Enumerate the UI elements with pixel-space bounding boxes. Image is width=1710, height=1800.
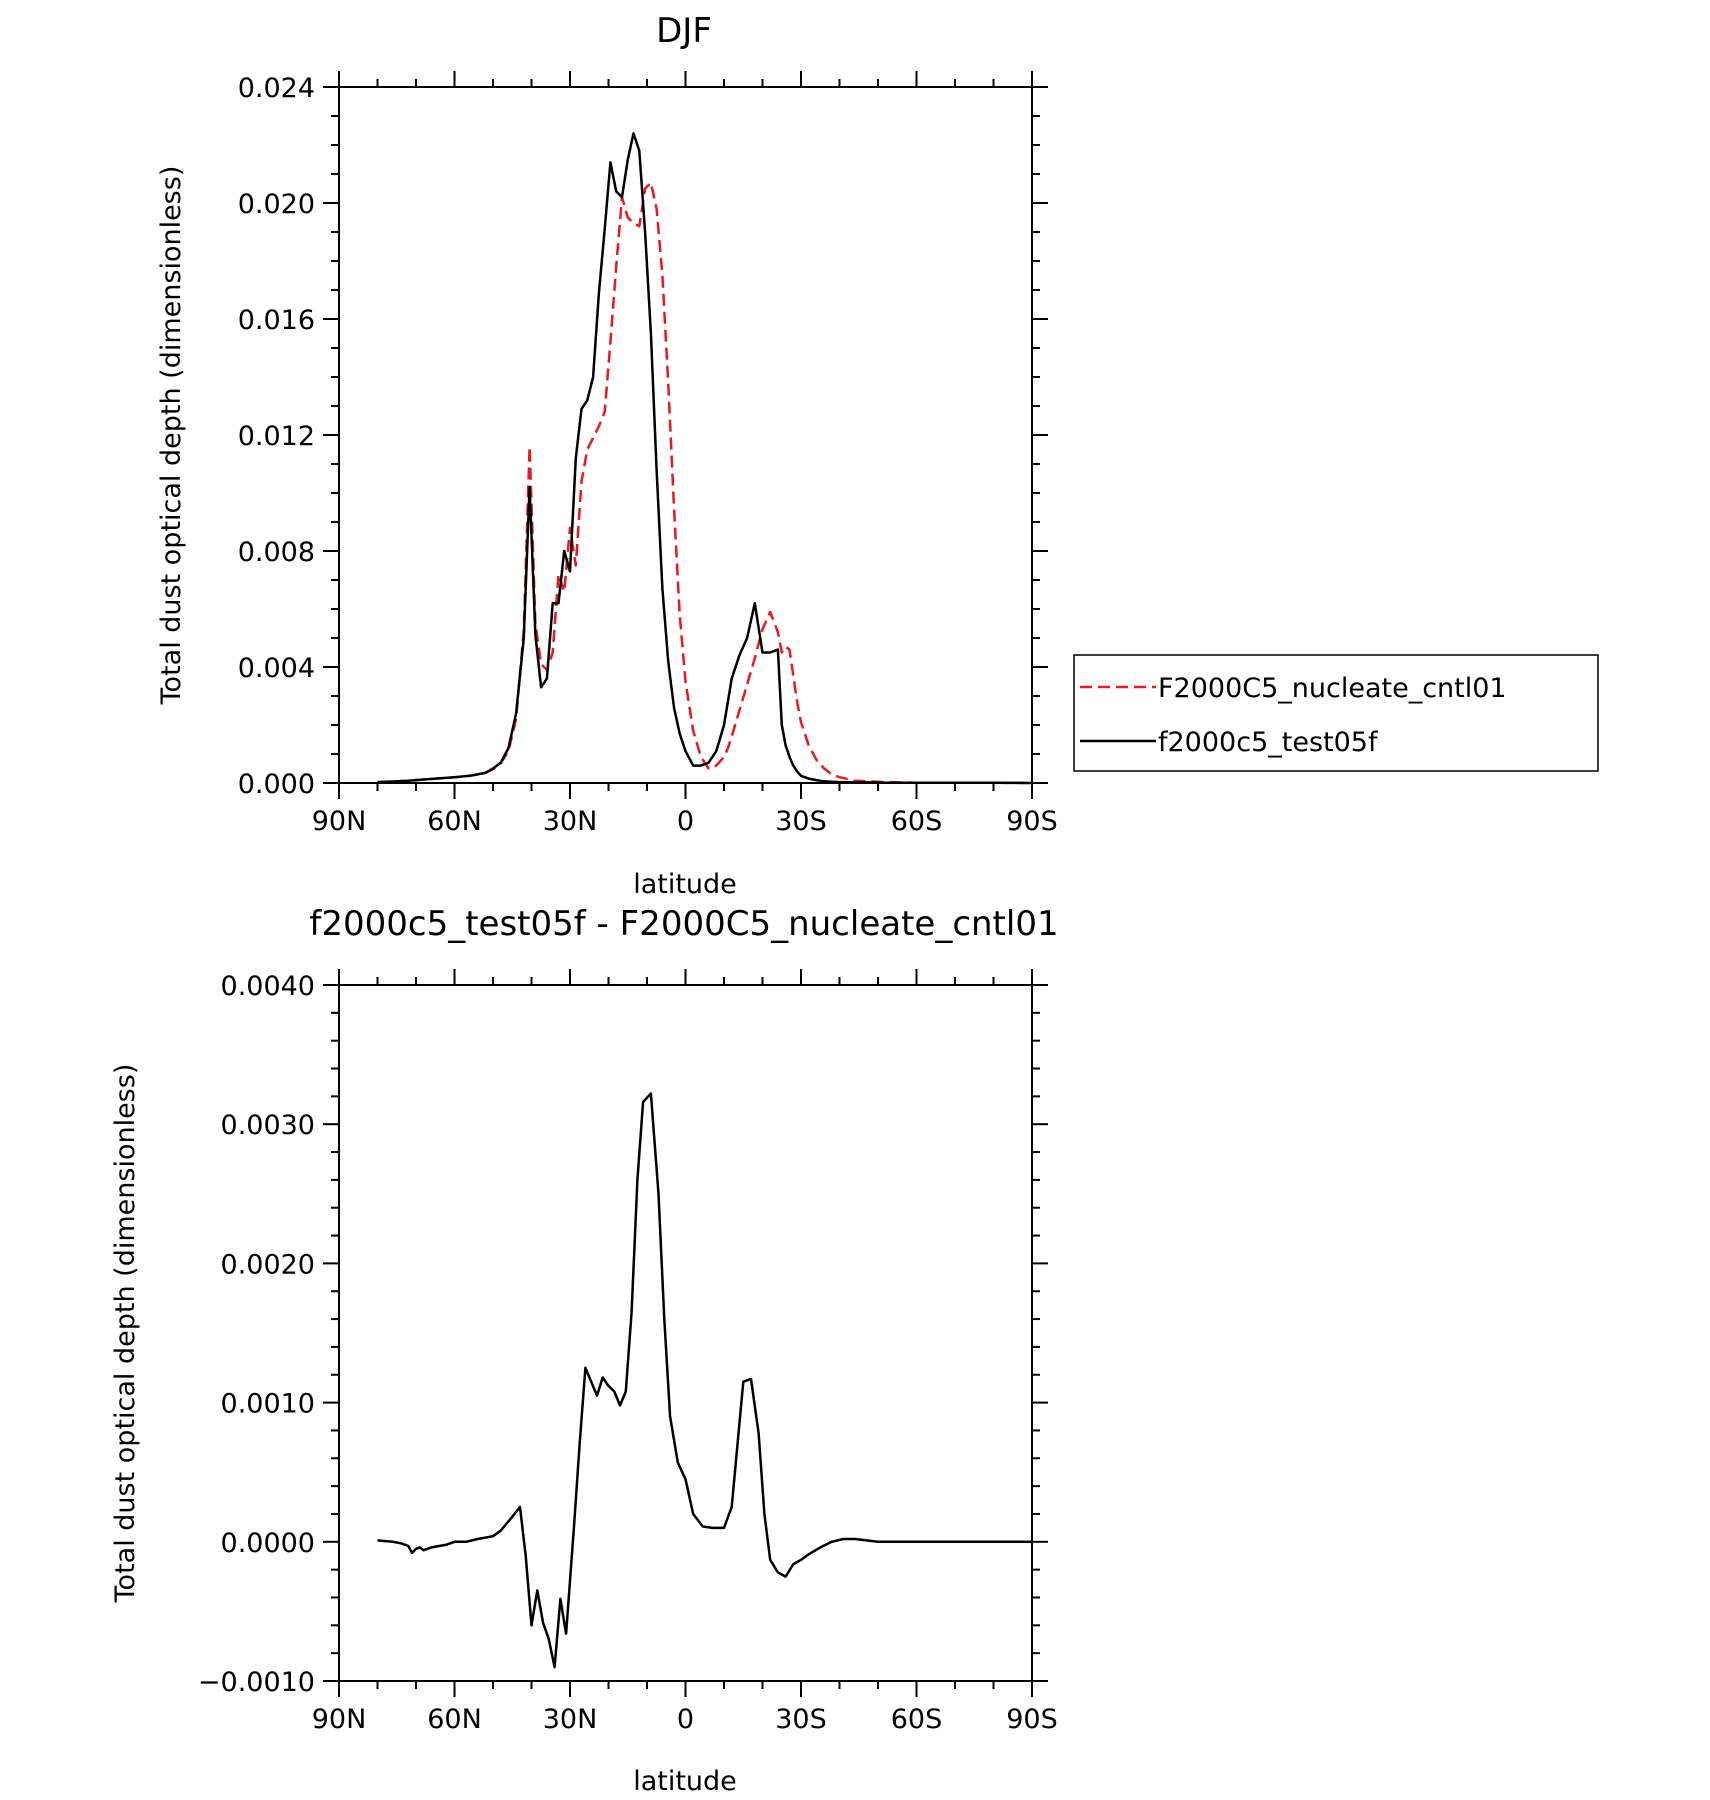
- xtick-label: 0: [677, 1704, 694, 1735]
- ytick-label: 0.0040: [221, 971, 315, 1002]
- chart-top-ylabel: Total dust optical depth (dimensionless): [156, 166, 187, 706]
- legend-label-cntl: F2000C5_nucleate_cntl01: [1158, 673, 1507, 704]
- xtick-label: 30S: [775, 806, 827, 837]
- ytick-label: 0.0010: [221, 1389, 315, 1420]
- legend-label-test: f2000c5_test05f: [1158, 727, 1379, 758]
- xtick-label: 90S: [1006, 806, 1058, 837]
- xtick-label: 0: [677, 806, 694, 837]
- series-line-solid: [377, 1092, 1032, 1669]
- chart-top-xlabel: latitude: [633, 869, 737, 900]
- series-line-solid: [377, 132, 1033, 785]
- xtick-label: 60N: [427, 1704, 482, 1735]
- chart-top-legend: F2000C5_nucleate_cntl01 f2000c5_test05f: [1073, 654, 1599, 772]
- xtick-label: 60S: [891, 806, 943, 837]
- chart-bottom-title: f2000c5_test05f - F2000C5_nucleate_cntl0…: [309, 904, 1058, 944]
- chart-top-ytick-labels: 0.000 0.004 0.008 0.012 0.016 0.020 0.024: [238, 73, 315, 800]
- xtick-label: 90S: [1006, 1704, 1058, 1735]
- chart-bottom-ytick-labels: −0.0010 0.0000 0.0010 0.0020 0.0030 0.0040: [198, 971, 315, 1698]
- xtick-label: 30N: [543, 806, 598, 837]
- ytick-label: 0.0030: [221, 1110, 315, 1141]
- chart-bottom-ticks: [323, 969, 1048, 1697]
- chart-top-title: DJF: [656, 11, 712, 51]
- chart-bottom-frame: [338, 984, 1033, 1682]
- chart-top-frame: [338, 86, 1033, 784]
- ytick-label: 0.008: [238, 537, 315, 568]
- ytick-label: 0.0000: [221, 1528, 315, 1559]
- chart-top: DJF 90N 60N 30N 0 30S 60S 90S 0.0000.0040.0080…: [156, 11, 1599, 900]
- legend-box: [1073, 654, 1599, 772]
- chart-bottom-xtick-labels: 90N 60N 30N 0 30S 60S 90S: [312, 1704, 1058, 1735]
- ytick-label: 0.000: [238, 769, 315, 800]
- chart-bottom: f2000c5_test05f - F2000C5_nucleate_cntl0…: [110, 904, 1059, 1797]
- chart-bottom-xlabel: latitude: [633, 1766, 737, 1797]
- xtick-label: 30S: [775, 1704, 827, 1735]
- xtick-label: 60N: [427, 806, 482, 837]
- chart-bottom-ylabel: Total dust optical depth (dimensionless): [110, 1064, 141, 1604]
- ytick-label: 0.024: [238, 73, 315, 104]
- xtick-label: 90N: [312, 1704, 367, 1735]
- xtick-label: 30N: [543, 1704, 598, 1735]
- ytick-label: 0.0020: [221, 1249, 315, 1280]
- chart-top-xtick-labels: 90N 60N 30N 0 30S 60S 90S: [312, 806, 1058, 837]
- chart-bottom-series: [377, 1092, 1032, 1669]
- ytick-label: 0.012: [238, 421, 315, 452]
- ytick-label: 0.016: [238, 305, 315, 336]
- chart-top-ticks: [323, 71, 1048, 799]
- ytick-label: 0.004: [238, 653, 315, 684]
- ytick-label: −0.0010: [198, 1667, 315, 1698]
- ytick-label: 0.020: [238, 189, 315, 220]
- xtick-label: 90N: [312, 806, 367, 837]
- chart-top-series: [377, 132, 1033, 785]
- xtick-label: 60S: [891, 1704, 943, 1735]
